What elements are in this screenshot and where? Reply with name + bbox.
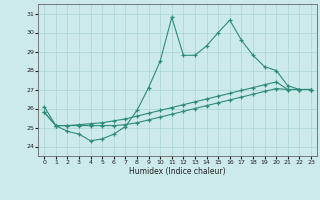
X-axis label: Humidex (Indice chaleur): Humidex (Indice chaleur) <box>129 167 226 176</box>
